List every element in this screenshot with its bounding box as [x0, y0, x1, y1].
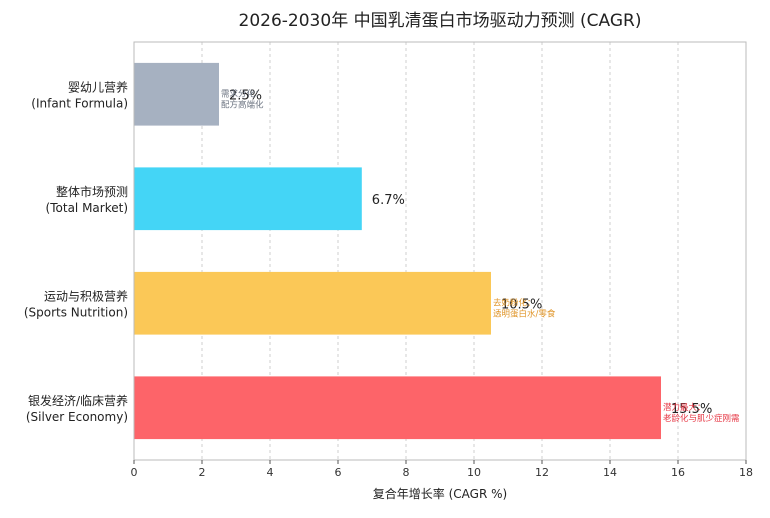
x-tick-label: 4	[267, 466, 274, 479]
y-category-label: 婴幼儿营养(Infant Formula)	[31, 79, 128, 110]
bar-annotation: 潜力最大：老龄化与肌少症刚需	[663, 402, 740, 424]
bar	[134, 167, 362, 231]
chart-title: 2026-2030年 中国乳清蛋白市场驱动力预测 (CAGR)	[239, 11, 642, 31]
x-tick-label: 0	[131, 466, 138, 479]
y-category-label: 整体市场预测(Total Market)	[46, 184, 128, 215]
x-tick-label: 14	[603, 466, 617, 479]
x-tick-label: 16	[671, 466, 685, 479]
value-label: 10.5%	[501, 297, 542, 312]
x-tick-label: 8	[403, 466, 410, 479]
x-tick-label: 10	[467, 466, 481, 479]
x-axis-label: 复合年增长率 (CAGR %)	[373, 486, 507, 501]
plot-frame	[133, 41, 747, 461]
value-label: 15.5%	[671, 402, 712, 417]
bar-annotation: 去奶粉化：透明蛋白水/零食	[493, 297, 556, 319]
y-category-label: 银发经济/临床营养(Silver Economy)	[26, 393, 128, 424]
x-tick-label: 6	[335, 466, 342, 479]
value-label: 2.5%	[229, 88, 262, 103]
bar-annotation: 需求分化：配方高端化	[221, 88, 264, 110]
bar	[134, 271, 491, 335]
bars: 2.5%需求分化：配方高端化 6.7% 10.5%去奶粉化：透明蛋白水/零食 15.5…	[134, 62, 740, 440]
value-label: 6.7%	[372, 193, 405, 208]
y-category-label: 运动与积极营养(Sports Nutrition)	[24, 288, 128, 319]
x-tick-label: 12	[535, 466, 549, 479]
bar	[134, 376, 661, 440]
x-tick-label: 2	[199, 466, 206, 479]
bar	[134, 62, 219, 126]
x-tick-label: 18	[739, 466, 753, 479]
axes: 0 2 4 6 8 10 12 14 16 18 婴幼儿营养(Infant Formula) 整体市场…	[24, 41, 753, 479]
